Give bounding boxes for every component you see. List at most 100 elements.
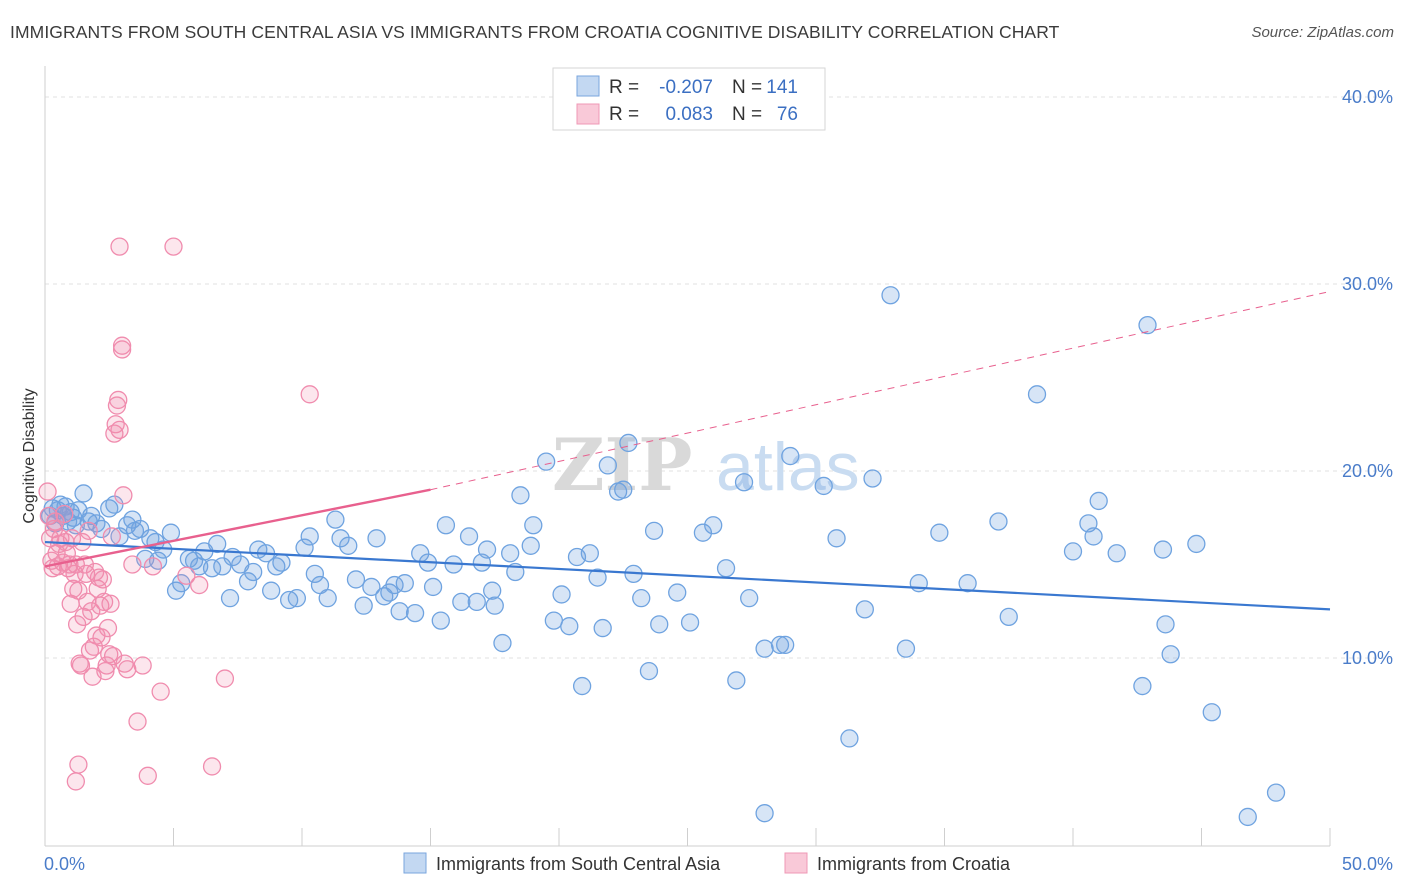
point-blue-88 [537,452,556,471]
grid-lines [45,96,1392,659]
point-pink-33 [82,602,101,621]
point-blue-137 [1138,315,1157,335]
watermark-zip: ZIP [552,422,692,507]
point-blue-142 [1202,703,1221,722]
point-blue-111 [727,671,746,690]
point-pink-68 [190,575,209,595]
point-pink-43 [94,592,114,612]
point-blue-106 [668,583,687,602]
point-pink-41 [92,628,111,647]
point-pink-57 [114,486,133,505]
point-blue-53 [305,564,325,583]
point-blue-27 [148,551,168,570]
point-blue-139 [1156,615,1175,634]
point-blue-103 [639,661,659,681]
trend-line-blue [44,540,1331,611]
point-pink-71 [110,237,129,256]
point-blue-131 [1063,542,1083,561]
bottom-legend-swatch-blue [403,852,427,874]
point-blue-77 [467,592,486,612]
point-blue-128 [989,512,1008,531]
point-pink-61 [128,712,147,731]
bottom-legend-label-blue: Immigrants from South Central Asia [436,854,721,874]
point-blue-72 [431,611,450,630]
bottom-legend: Immigrants from South Central Asia Immig… [403,852,1011,874]
point-blue-134 [1089,491,1108,511]
point-pink-65 [151,682,170,701]
point-blue-145 [755,804,774,823]
point-blue-61 [362,577,381,597]
bottom-legend-label-pink: Immigrants from Croatia [817,854,1011,874]
x-tick-label-1: 50.0% [1342,854,1393,874]
point-blue-48 [272,553,291,572]
point-pink-25 [71,656,91,675]
legend-r-label-1: R = [609,77,639,98]
point-blue-66 [390,602,409,621]
point-pink-31 [79,521,98,540]
point-blue-67 [395,574,414,593]
legend-r-label-2: R = [609,104,639,125]
point-blue-57 [331,529,350,548]
y-tick-label-1: 20.0% [1342,461,1393,481]
trend-lines [44,290,1331,611]
point-blue-127 [958,574,977,593]
legend-n-label-1: N = [732,77,762,98]
point-pink-73 [300,385,319,404]
series-south-central-asia [40,286,1286,827]
point-blue-95 [588,568,607,587]
point-blue-110 [716,559,736,578]
point-blue-143 [1238,807,1257,827]
point-blue-144 [1266,783,1286,802]
point-blue-56 [326,510,345,529]
point-blue-29 [161,523,181,542]
point-pink-54 [109,390,128,410]
point-pink-48 [101,594,120,613]
point-pink-12 [55,504,74,524]
watermark-atlas: atlas [716,429,860,505]
point-blue-75 [452,592,471,612]
point-blue-140 [1161,645,1180,664]
point-blue-138 [1153,540,1173,559]
point-blue-90 [552,585,571,604]
y-tick-label-0: 10.0% [1342,648,1393,668]
point-blue-119 [827,529,846,548]
point-blue-79 [477,540,497,559]
y-tick-label-2: 30.0% [1342,274,1393,294]
point-pink-67 [177,566,196,585]
point-pink-26 [73,532,92,552]
point-blue-130 [1027,385,1047,404]
point-blue-50 [287,589,307,608]
point-blue-89 [544,611,564,630]
point-pink-46 [98,618,118,638]
point-blue-99 [614,480,633,499]
point-pink-0 [38,482,57,501]
point-blue-86 [521,536,540,555]
y-tick-labels: 10.0% 20.0% 30.0% 40.0% [1342,87,1393,668]
point-pink-74 [66,772,85,791]
point-blue-108 [693,523,713,542]
point-pink-72 [112,336,132,355]
point-blue-97 [598,456,617,475]
point-blue-46 [262,581,281,600]
point-blue-91 [560,617,579,636]
point-blue-55 [318,589,337,608]
point-blue-107 [680,613,700,632]
point-blue-121 [855,600,874,619]
point-blue-59 [346,570,366,589]
point-blue-122 [863,469,882,488]
point-blue-116 [776,635,795,655]
legend-swatch-blue [576,75,600,97]
point-blue-76 [459,527,479,546]
point-blue-124 [896,639,916,658]
point-blue-39 [220,589,240,608]
legend-r-value-1: -0.207 [659,77,713,98]
y-tick-label-3: 40.0% [1342,87,1393,107]
point-blue-112 [734,473,754,492]
watermark: ZIP atlas [552,422,860,507]
point-blue-43 [244,562,263,582]
legend-swatch-pink [576,103,600,125]
trend-line-pink-dashed [430,290,1331,491]
point-blue-129 [999,607,1018,627]
point-blue-123 [881,286,900,305]
